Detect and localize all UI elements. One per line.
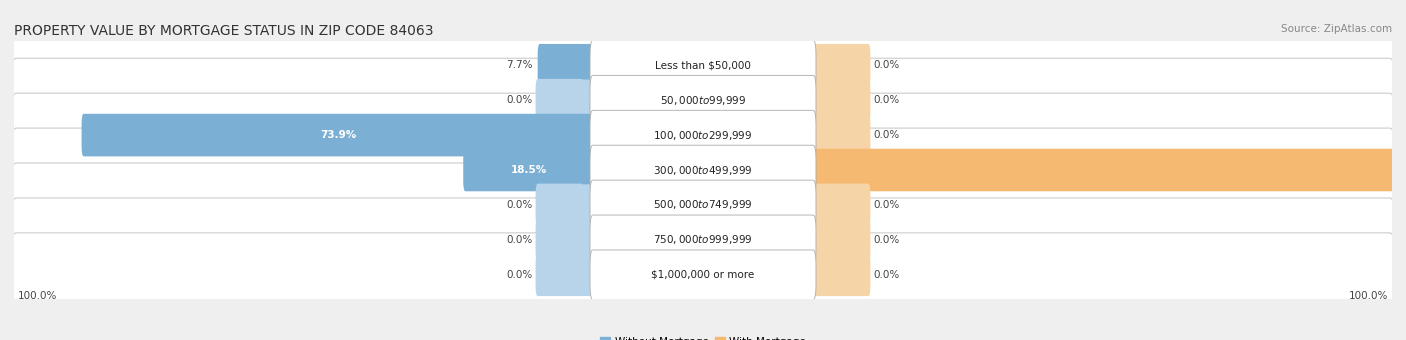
Text: $100,000 to $299,999: $100,000 to $299,999 [654,129,752,141]
Text: $1,000,000 or more: $1,000,000 or more [651,270,755,280]
FancyBboxPatch shape [591,180,815,230]
Text: Source: ZipAtlas.com: Source: ZipAtlas.com [1281,24,1392,34]
Text: 100.0%: 100.0% [1350,291,1389,301]
FancyBboxPatch shape [591,40,815,90]
Text: PROPERTY VALUE BY MORTGAGE STATUS IN ZIP CODE 84063: PROPERTY VALUE BY MORTGAGE STATUS IN ZIP… [14,24,433,38]
FancyBboxPatch shape [82,114,595,156]
FancyBboxPatch shape [536,253,595,296]
Text: 0.0%: 0.0% [875,130,900,140]
Text: 0.0%: 0.0% [875,95,900,105]
Text: 0.0%: 0.0% [506,235,531,245]
FancyBboxPatch shape [811,149,1406,191]
Text: $750,000 to $999,999: $750,000 to $999,999 [654,233,752,246]
FancyBboxPatch shape [11,198,1395,282]
Text: 0.0%: 0.0% [875,270,900,280]
FancyBboxPatch shape [811,219,870,261]
FancyBboxPatch shape [11,58,1395,142]
Text: 0.0%: 0.0% [506,200,531,210]
FancyBboxPatch shape [11,128,1395,212]
Legend: Without Mortgage, With Mortgage: Without Mortgage, With Mortgage [596,333,810,340]
FancyBboxPatch shape [11,93,1395,177]
FancyBboxPatch shape [811,44,870,87]
FancyBboxPatch shape [591,110,815,160]
Text: 0.0%: 0.0% [875,60,900,70]
FancyBboxPatch shape [536,79,595,121]
FancyBboxPatch shape [811,184,870,226]
Text: 73.9%: 73.9% [321,130,356,140]
FancyBboxPatch shape [582,121,593,149]
FancyBboxPatch shape [591,75,815,125]
Text: 0.0%: 0.0% [506,270,531,280]
FancyBboxPatch shape [591,250,815,300]
FancyBboxPatch shape [536,184,595,226]
Text: 100.0%: 100.0% [17,291,56,301]
FancyBboxPatch shape [463,149,595,191]
FancyBboxPatch shape [11,233,1395,317]
FancyBboxPatch shape [536,219,595,261]
FancyBboxPatch shape [811,253,870,296]
Text: $50,000 to $99,999: $50,000 to $99,999 [659,94,747,107]
Text: 7.7%: 7.7% [506,60,533,70]
FancyBboxPatch shape [537,44,595,87]
Text: 18.5%: 18.5% [510,165,547,175]
Text: $500,000 to $749,999: $500,000 to $749,999 [654,199,752,211]
Text: $300,000 to $499,999: $300,000 to $499,999 [654,164,752,176]
Text: 0.0%: 0.0% [875,235,900,245]
FancyBboxPatch shape [591,215,815,265]
FancyBboxPatch shape [582,51,593,80]
Text: Less than $50,000: Less than $50,000 [655,60,751,70]
FancyBboxPatch shape [811,114,870,156]
FancyBboxPatch shape [11,163,1395,247]
FancyBboxPatch shape [591,145,815,195]
Text: 0.0%: 0.0% [875,200,900,210]
FancyBboxPatch shape [11,23,1395,107]
Text: 0.0%: 0.0% [506,95,531,105]
FancyBboxPatch shape [811,79,870,121]
FancyBboxPatch shape [582,156,593,184]
